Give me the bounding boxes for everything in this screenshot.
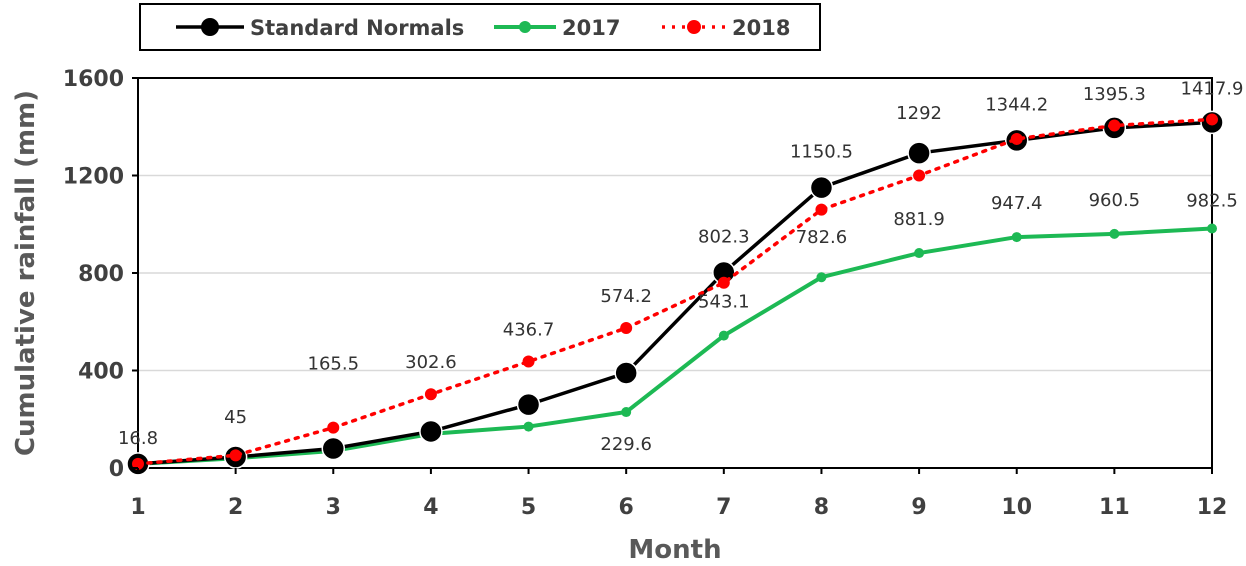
x-tick-label: 1 [130,495,145,520]
y-axis-label: Cumulative rainfall (mm) [11,90,41,456]
data-label: 802.3 [698,226,750,247]
legend-label: Standard Normals [250,16,464,40]
data-point [815,203,828,216]
data-point [907,141,931,165]
data-label: 1395.3 [1083,84,1146,105]
data-point [229,449,242,462]
x-tick-label: 5 [521,495,536,520]
legend-box [139,3,821,51]
data-point [522,355,535,368]
data-point [1011,232,1022,243]
series-2018 [132,113,1218,470]
legend-item-2018: 2018 [662,16,790,40]
data-label: 947.4 [991,193,1043,214]
data-point [621,407,632,418]
data-point [327,421,340,434]
series-standard-normals [126,110,1224,476]
data-label: 1292 [896,103,942,124]
data-point [1010,132,1023,145]
data-point [717,276,730,289]
y-axis-ticks: 0 400 800 1200 1600 [63,67,138,482]
data-label: 302.6 [405,352,457,373]
legend-swatch-marker [201,18,219,36]
legend-item-standard-normals: Standard Normals [176,16,464,40]
x-tick-label: 2 [228,495,243,520]
data-point [620,322,633,335]
x-axis-ticks: 1 2 3 4 5 6 7 8 9 10 11 12 [130,468,1227,520]
legend-item-2017: 2017 [494,16,620,40]
data-label: 1150.5 [790,142,853,163]
legend-label: 2018 [732,16,790,40]
data-label: 881.9 [893,209,945,230]
series-2017 [133,223,1217,469]
series-line [136,117,1214,466]
data-point [614,361,638,385]
legend: Standard Normals 2017 2018 [139,3,821,51]
data-point [816,272,827,283]
legend-swatch-marker [687,20,701,34]
data-point [321,436,346,461]
series-line [136,120,1214,466]
legend-swatch-marker [519,21,531,33]
y-tick-label: 1600 [63,67,124,92]
data-point [516,392,541,417]
series-layer [126,110,1224,476]
x-tick-label: 12 [1197,495,1228,520]
data-label: 16.8 [118,428,158,449]
data-point [913,169,926,182]
data-point [1109,228,1120,239]
data-point [419,419,443,444]
data-point [1207,223,1217,234]
legend-label: 2017 [562,16,620,40]
data-point [914,248,925,259]
series-line [136,226,1214,466]
data-label: 165.5 [308,354,360,375]
data-label: 982.5 [1186,191,1238,212]
x-tick-label: 7 [716,495,731,520]
data-point [1108,119,1121,132]
data-point [809,175,834,200]
data-label: 436.7 [503,320,555,341]
x-axis-label: Month [628,535,721,565]
x-tick-label: 3 [326,495,341,520]
data-label: 229.6 [600,434,652,455]
data-label: 45 [224,407,247,428]
x-tick-label: 4 [423,495,438,520]
data-point [718,330,729,341]
x-tick-label: 8 [814,495,829,520]
data-labels: 16.8 45 165.5 302.6 436.7 574.2 229.6 802.3 543.… [118,78,1244,455]
data-label: 1417.9 [1181,78,1244,99]
x-tick-label: 10 [1001,495,1032,520]
data-point [132,457,144,470]
y-tick-label: 800 [78,262,124,287]
data-label: 782.6 [796,227,848,248]
x-tick-label: 11 [1099,495,1130,520]
data-label: 543.1 [698,292,750,313]
y-tick-label: 400 [78,360,124,385]
x-tick-label: 6 [619,495,634,520]
data-label: 960.5 [1089,190,1141,211]
x-tick-label: 9 [911,495,926,520]
data-point [1206,113,1218,126]
data-label: 574.2 [600,286,652,307]
y-tick-label: 0 [109,457,124,482]
data-label: 1344.2 [985,94,1048,115]
data-point [424,388,437,401]
y-tick-label: 1200 [63,165,124,190]
data-point [523,421,534,432]
